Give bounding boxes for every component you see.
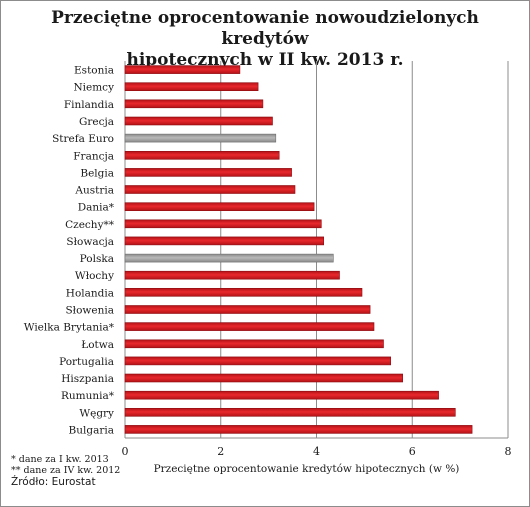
category-label: Czechy** (65, 219, 115, 231)
bar (124, 65, 241, 74)
category-label: Rumunia* (61, 390, 115, 402)
x-tick-label: 2 (217, 445, 224, 458)
category-label: Hiszpania (61, 373, 114, 385)
bar (124, 339, 384, 349)
x-tick-label: 8 (505, 445, 512, 458)
category-label: Finlandia (64, 99, 114, 111)
bar (124, 168, 292, 177)
category-label: Włochy (75, 270, 114, 282)
bar (124, 407, 456, 417)
bar (124, 373, 404, 383)
footnote-2: ** dane za IV kw. 2012 (11, 465, 121, 476)
chart-title-line-2: hipotecznych w II kw. 2013 r. (126, 50, 404, 70)
bar (124, 116, 273, 126)
bars (124, 65, 473, 434)
x-axis-ticks: 0 2 4 6 8 (122, 445, 512, 458)
category-label: Polska (80, 253, 114, 265)
bar (124, 305, 371, 314)
category-label: Austria (74, 185, 114, 197)
category-label: Dania* (78, 202, 115, 214)
bar (124, 253, 334, 263)
bar (124, 99, 264, 109)
chart-title-line-1: Przeciętne oprocentowanie nowoudzielonyc… (51, 8, 479, 49)
category-label: Portugalia (59, 356, 114, 368)
footnotes: * dane za I kw. 2013 ** dane za IV kw. 2… (11, 454, 120, 488)
category-label: Belgia (80, 167, 114, 179)
bar (124, 185, 296, 194)
category-label: Estonia (74, 65, 114, 77)
category-label: Węgry (79, 407, 114, 419)
bar (124, 202, 315, 211)
x-tick-label: 6 (409, 445, 416, 458)
source-note: Źródło: Eurostat (11, 476, 96, 488)
category-label: Bulgaria (69, 424, 114, 436)
category-labels: Estonia Niemcy Finlandia Grecja Strefa Euro F… (24, 65, 115, 437)
category-label: Grecja (79, 116, 114, 128)
category-label: Strefa Euro (52, 133, 114, 145)
category-label: Holandia (66, 287, 114, 299)
x-tick-label: 4 (313, 445, 320, 458)
x-axis-label: Przeciętne oprocentowanie kredytów hipot… (154, 463, 460, 475)
category-label: Wielka Brytania* (24, 322, 115, 334)
category-label: Słowenia (65, 305, 114, 317)
bar (124, 356, 392, 366)
x-tick-label: 0 (122, 445, 129, 458)
bar (124, 151, 280, 160)
chart-title: Przeciętne oprocentowanie nowoudzielonyc… (20, 8, 510, 71)
category-label: Łotwa (81, 339, 114, 351)
category-label: Niemcy (73, 82, 114, 94)
bar (124, 390, 439, 400)
footnote-1: * dane za I kw. 2013 (11, 454, 109, 465)
bar (124, 219, 322, 229)
bar (124, 133, 277, 143)
bar (124, 236, 324, 246)
category-label: Słowacja (66, 236, 114, 248)
category-label: Francja (73, 150, 114, 162)
bar (124, 287, 363, 297)
bar (124, 82, 259, 91)
bar (124, 270, 340, 280)
bar (124, 425, 473, 434)
bar (124, 322, 375, 331)
